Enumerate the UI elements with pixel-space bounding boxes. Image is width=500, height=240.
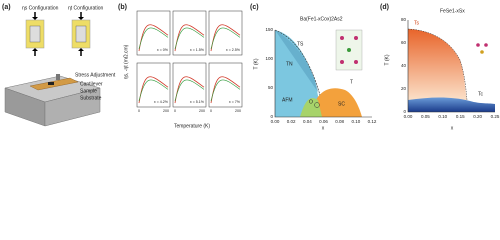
callout: Stress Adjustment bbox=[75, 72, 116, 78]
curve-label: Ts bbox=[414, 20, 420, 26]
x-axis-label: x bbox=[451, 125, 454, 131]
region-label: TS bbox=[297, 41, 304, 47]
x-tick-label: 0 bbox=[210, 109, 212, 113]
subplot-frame bbox=[208, 10, 243, 56]
x-tick-label: 0.15 bbox=[456, 114, 465, 119]
config-label: ηs Configuration bbox=[22, 5, 59, 11]
y-axis-label: ηs, -ηt (mΩ.cm) bbox=[123, 44, 129, 79]
x-tick-label: 0.08 bbox=[335, 119, 344, 124]
subplot-label: x = 0% bbox=[157, 48, 169, 52]
subplot-label: x = 7% bbox=[229, 100, 241, 104]
x-tick-label: 0 bbox=[138, 109, 140, 113]
x-tick-label: 0 bbox=[174, 109, 176, 113]
config-left-diagram bbox=[25, 12, 45, 56]
y-tick-label: 100 bbox=[265, 56, 273, 61]
y-tick-label: 50 bbox=[268, 85, 274, 90]
phase-diagram-c bbox=[274, 12, 372, 117]
y-axis-label: T (K) bbox=[253, 58, 259, 69]
x-tick-label: 0.05 bbox=[421, 114, 430, 119]
y-axis-label: T (K) bbox=[384, 54, 390, 65]
panel-label: (d) bbox=[380, 4, 389, 11]
callout: Sample bbox=[80, 88, 97, 94]
region-label: AFM bbox=[282, 97, 293, 103]
x-tick-label: 200 bbox=[235, 109, 241, 113]
curve-label: Tc bbox=[478, 91, 484, 97]
y-tick-label: 80 bbox=[401, 17, 407, 22]
subplot-frame bbox=[172, 62, 207, 108]
config-label: ηt Configuration bbox=[68, 5, 104, 11]
subplot-frame bbox=[172, 10, 207, 56]
region-label: T bbox=[350, 79, 353, 85]
x-axis-label: x bbox=[322, 125, 325, 131]
callout: Substrate bbox=[80, 95, 102, 101]
axis-frame bbox=[407, 20, 495, 113]
formula: FeSe1-xSx bbox=[440, 8, 465, 14]
x-tick-label: 0.06 bbox=[319, 119, 328, 124]
x-tick-label: 0.12 bbox=[368, 119, 377, 124]
subplot-frame bbox=[136, 10, 171, 56]
y-tick-label: 20 bbox=[401, 86, 407, 91]
curve bbox=[138, 79, 169, 102]
curve bbox=[174, 27, 205, 50]
apparatus bbox=[4, 74, 101, 127]
formula: Ba(Fe1-xCox)2As2 bbox=[300, 16, 343, 22]
x-tick-label: 0.00 bbox=[271, 119, 280, 124]
config-right-diagram bbox=[71, 12, 91, 56]
subplot-label: x = 5.1% bbox=[190, 100, 205, 104]
curve bbox=[138, 27, 169, 50]
x-tick-label: 200 bbox=[199, 109, 205, 113]
callout: Cantilever bbox=[80, 81, 103, 87]
x-tick-label: 0.04 bbox=[303, 119, 312, 124]
x-tick-label: 0.25 bbox=[491, 114, 500, 119]
subplot-label: x = 1.5% bbox=[190, 48, 205, 52]
subplot-label: x = 2.5% bbox=[226, 48, 241, 52]
y-tick-label: 150 bbox=[265, 27, 273, 32]
curve bbox=[174, 79, 205, 102]
subplot-label: x = 4.2% bbox=[154, 100, 169, 104]
region-label: TN bbox=[286, 61, 293, 67]
x-tick-label: 0.10 bbox=[438, 114, 447, 119]
curve bbox=[210, 79, 241, 102]
x-tick-label: 0.00 bbox=[404, 114, 413, 119]
panel-label: (c) bbox=[250, 4, 259, 11]
x-tick-label: 200 bbox=[163, 109, 169, 113]
x-tick-label: 0.20 bbox=[473, 114, 482, 119]
y-tick-label: 60 bbox=[401, 40, 407, 45]
x-axis-label: Temperature (K) bbox=[174, 123, 210, 129]
panel-label: (a) bbox=[2, 4, 11, 11]
subplot-grid: x = 0% x = 1.5% x = 2.5% x = 4.2% 0 200 x = 5.… bbox=[136, 10, 243, 113]
region-label: SC bbox=[338, 101, 345, 107]
y-tick-label: 0 bbox=[270, 114, 273, 119]
phase-diagram-d bbox=[407, 28, 495, 112]
axis-frame bbox=[274, 30, 372, 118]
subplot-frame bbox=[208, 62, 243, 108]
figure: (a) ηs Configuration ηt Configuration St… bbox=[2, 4, 500, 131]
curve bbox=[210, 27, 241, 50]
panel-label: (b) bbox=[118, 4, 127, 11]
y-tick-label: 40 bbox=[401, 63, 407, 68]
region-label: O bbox=[309, 99, 313, 105]
y-tick-label: 0 bbox=[403, 109, 406, 114]
x-tick-label: 0.10 bbox=[351, 119, 360, 124]
x-tick-label: 0.02 bbox=[287, 119, 296, 124]
subplot-frame bbox=[136, 62, 171, 108]
